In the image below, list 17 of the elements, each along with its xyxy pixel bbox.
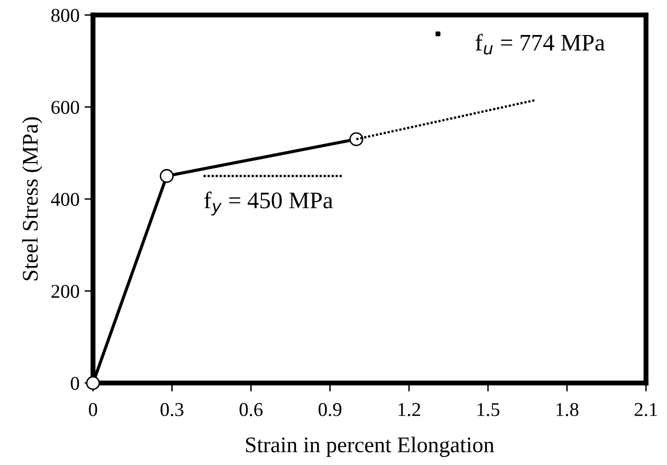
x-tick-label: 2.1 [634, 403, 657, 416]
annotation: f$_{u}$ = 774 MPa [476, 34, 605, 55]
y-tick-label: 200 [51, 284, 80, 298]
x-tick-label: 0 [88, 403, 98, 416]
y-tick-label: 0 [70, 376, 80, 390]
y-tick-label: 400 [51, 192, 80, 206]
y-tick-label: 800 [51, 8, 80, 22]
y-tick-label: 600 [51, 100, 80, 114]
x-tick-label: 1.8 [556, 403, 578, 416]
x-tick-label: 0.9 [318, 403, 342, 416]
annotation: f$_{y}$ = 450 MPa [204, 192, 333, 216]
x-tick-label: 0.3 [160, 403, 184, 416]
x-tick-label: 1.2 [398, 403, 420, 416]
x-tick-label: 0.6 [240, 403, 263, 416]
x-tick-label: 1.5 [478, 403, 500, 416]
y-axis-title: Steel Stress (MPa) [22, 117, 42, 280]
x-axis-title: Strain in percent Elongation [246, 436, 494, 457]
